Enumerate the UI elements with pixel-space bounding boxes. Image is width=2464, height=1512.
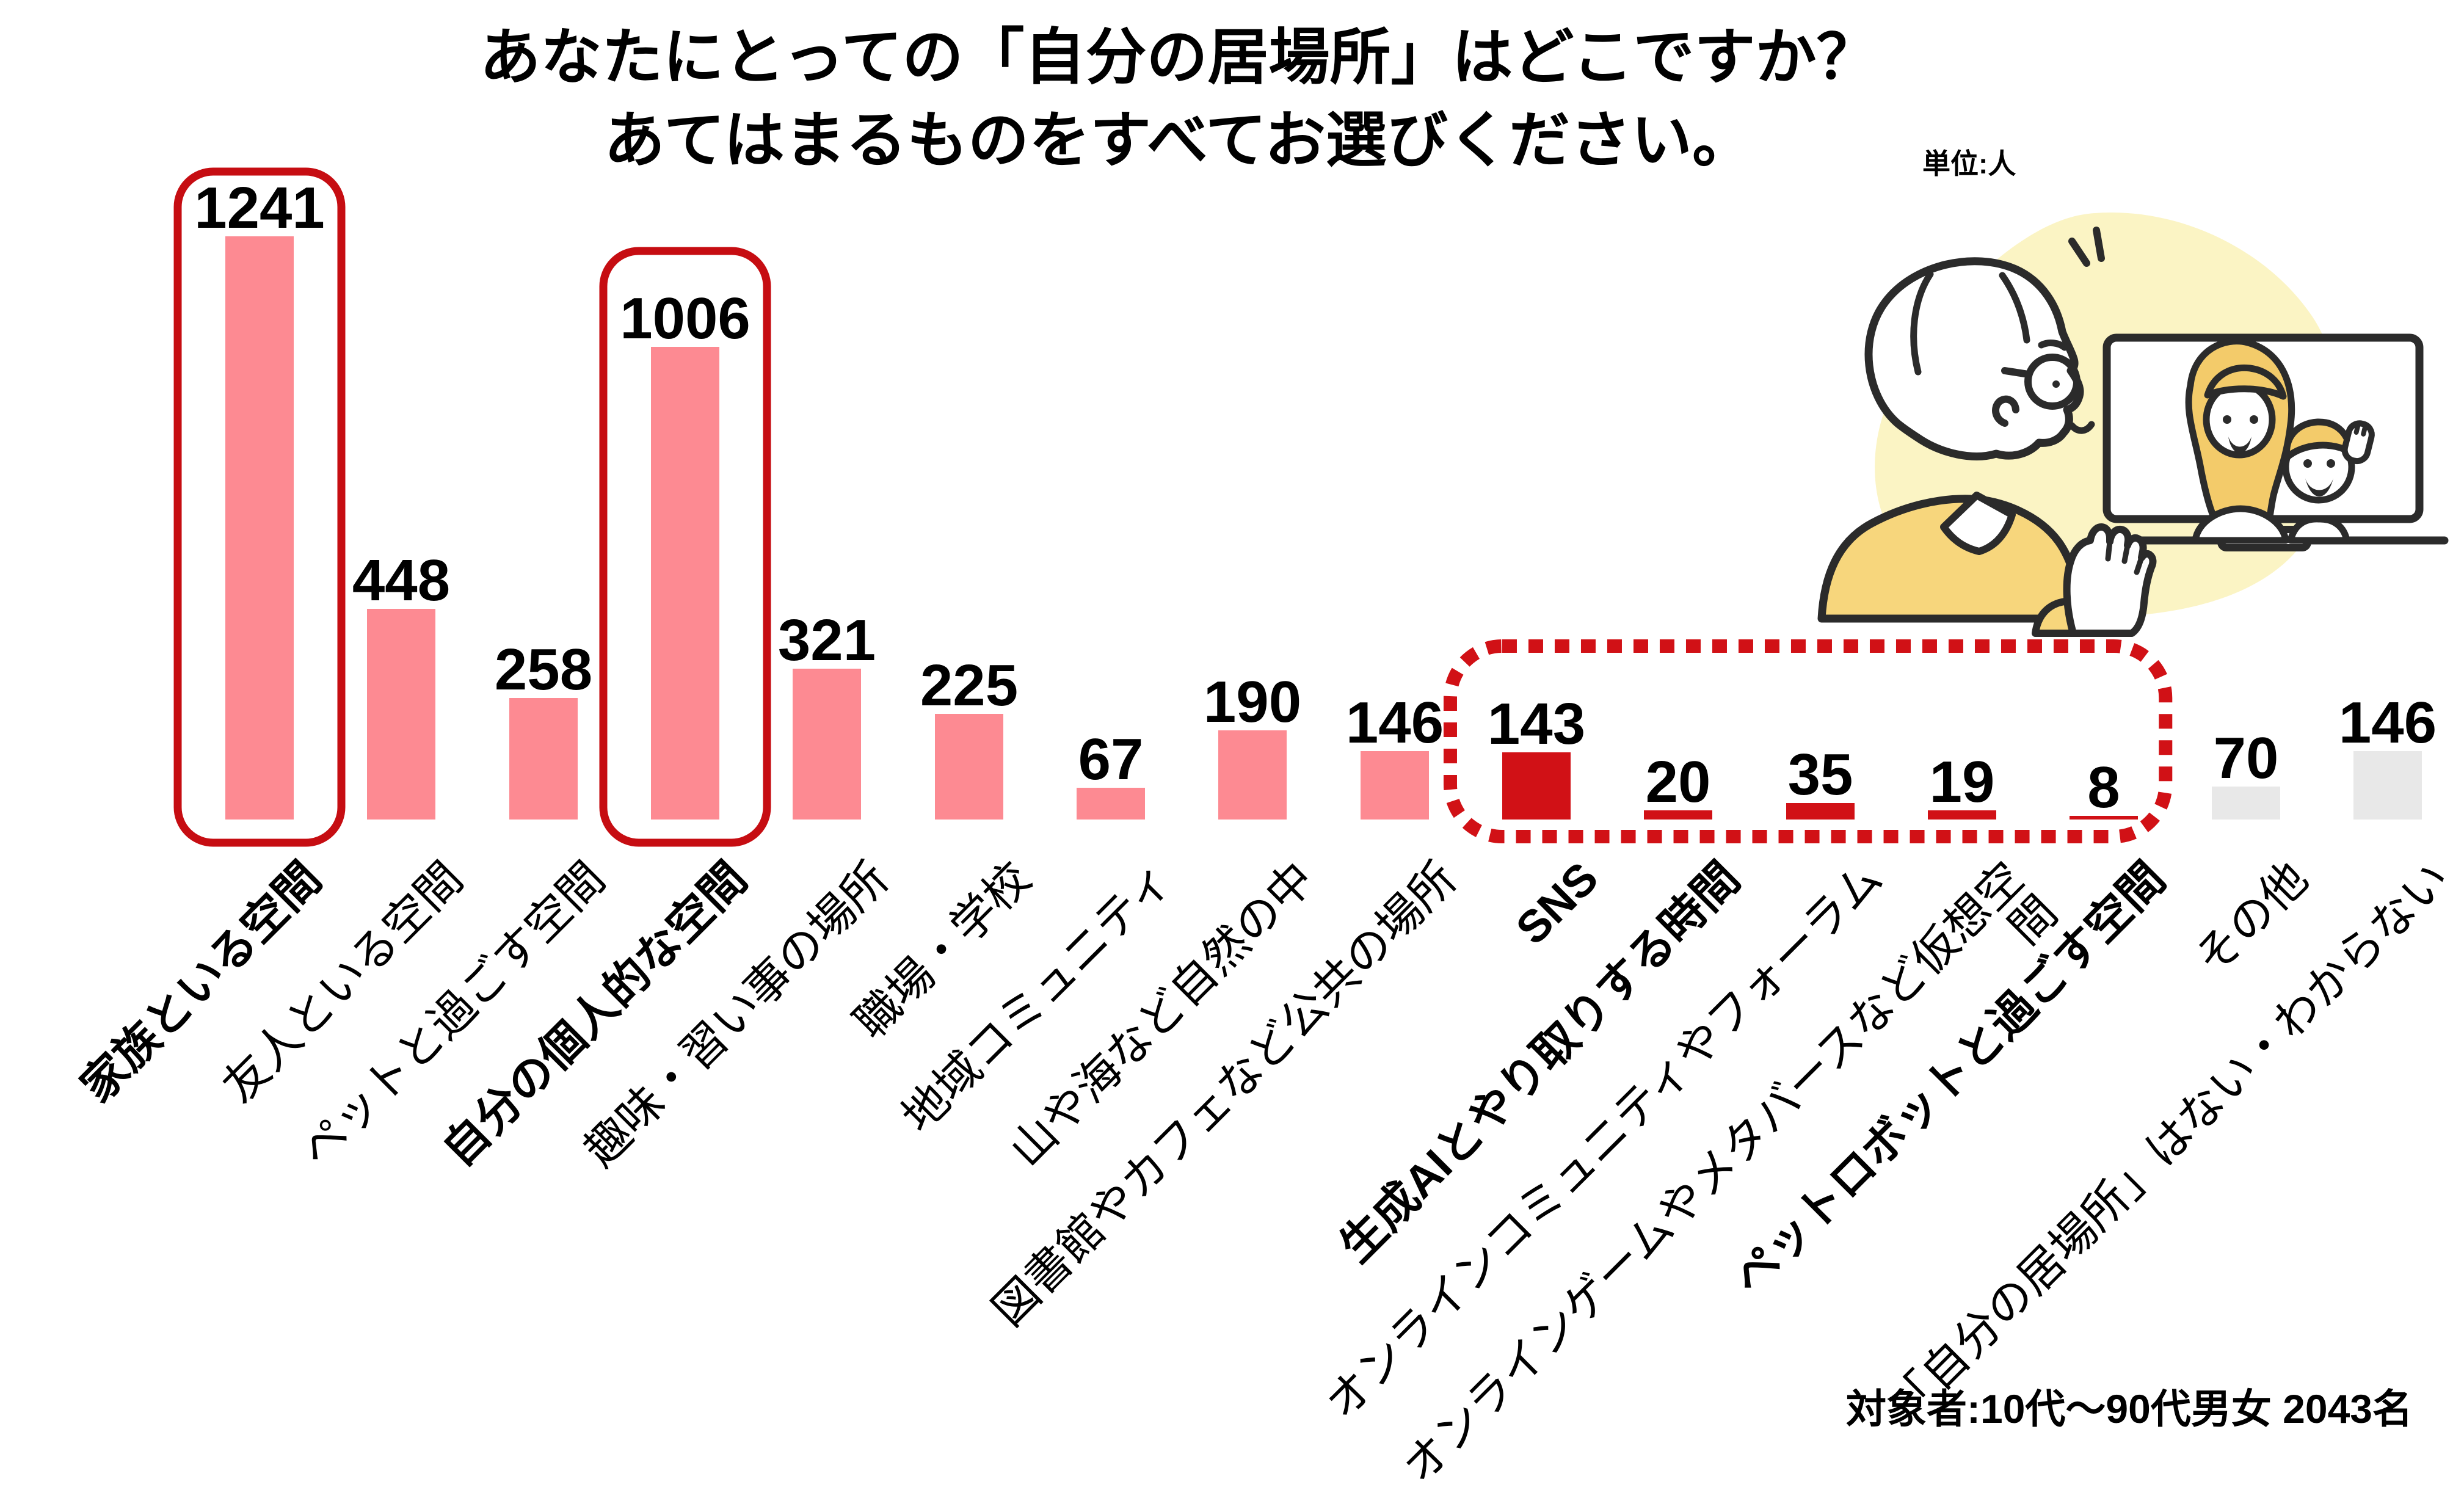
category-label: その他 (2185, 852, 2317, 984)
bar-value-label: 146 (2338, 690, 2437, 755)
bar-4 (793, 669, 861, 820)
bar-3 (651, 347, 719, 820)
bar-8 (1361, 751, 1429, 820)
bar-5 (935, 714, 1003, 820)
speech-notice-icon (2068, 227, 2105, 267)
man-glasses-lens (2024, 354, 2081, 410)
bar-value-label: 146 (1345, 690, 1444, 755)
child-mouth (2305, 478, 2333, 496)
bar-value-label: 190 (1203, 669, 1302, 735)
child-eye-left (2303, 459, 2312, 468)
chart-title: あなたにとっての「自分の居場所」はどこですか？ あてはまるものをすべてお選びくだ… (202, 16, 2156, 182)
man-glasses-temple (2001, 367, 2032, 378)
man-mouth (2068, 421, 2095, 434)
bar-value-label: 1241 (194, 175, 325, 241)
woman-mouth (2228, 437, 2251, 453)
category-label: 地域コミュニティ (892, 852, 1182, 1143)
bar-value-label: 1006 (620, 286, 750, 351)
woman-hair-fringe (2204, 364, 2287, 400)
bar-value-label: 70 (2213, 725, 2279, 791)
man-finger-lines (2105, 539, 2145, 575)
man-eyebrow (2038, 340, 2068, 351)
woman-eye-left (2223, 415, 2231, 424)
chart-title-line1: あなたにとっての「自分の居場所」はどこですか？ (479, 23, 1878, 92)
child-body (2287, 515, 2350, 544)
bar-7 (1218, 730, 1287, 820)
bar-value-label: 67 (1078, 727, 1144, 792)
woman-body (2192, 505, 2289, 544)
bar-value-label: 143 (1487, 691, 1586, 757)
bar-0 (225, 236, 294, 820)
man-hair-strand-back (1910, 271, 1934, 376)
man-waving-hand (2063, 523, 2157, 637)
bar-14 (2212, 787, 2280, 820)
woman-eye-right (2250, 415, 2258, 424)
bar-value-label: 258 (494, 637, 593, 702)
category-label: 家族といる空間 (71, 852, 331, 1112)
bar-6 (1077, 788, 1145, 820)
bar-2 (509, 698, 578, 820)
man-hair-strand-front (1999, 272, 2030, 344)
man-ear (1992, 395, 2019, 427)
survey-sample-note: 対象者:10代～90代男女 2043名 (1846, 1386, 2413, 1431)
category-label: SNS (1506, 852, 1608, 954)
bar-value-label: 448 (352, 548, 451, 613)
child-waving-hand (2341, 420, 2375, 465)
bar-1 (367, 609, 435, 820)
unit-note: 単位:人 (1922, 148, 2016, 180)
bar-15 (2353, 751, 2422, 820)
child-hair (2283, 418, 2354, 461)
bar-value-label: 225 (920, 653, 1019, 718)
chart-title-line2: あてはまるものをすべてお選びください。 (604, 106, 1753, 175)
category-label: 友人といる空間 (213, 852, 473, 1112)
family-video-call-illustration (1817, 212, 2449, 637)
bar-value-label: 321 (777, 608, 876, 673)
man-eye (2052, 380, 2060, 388)
man-collar (1940, 492, 2016, 555)
child-eye-right (2327, 459, 2335, 468)
